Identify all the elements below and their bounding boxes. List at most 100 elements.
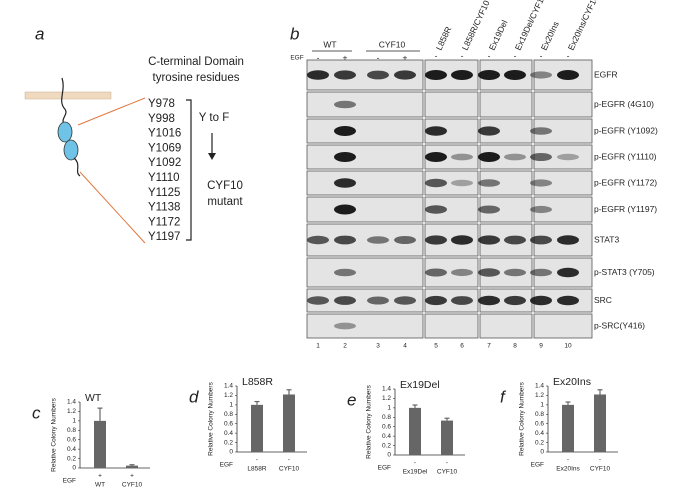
band — [451, 296, 473, 305]
lane-number: 8 — [513, 343, 517, 350]
row-label: SRC — [594, 295, 612, 305]
band — [394, 70, 416, 80]
y-tick-label: 0.6 — [224, 420, 233, 427]
y-tick-label: 1 — [72, 418, 76, 425]
band — [334, 204, 356, 215]
arrow-head — [208, 153, 216, 160]
blot-strip — [306, 170, 424, 196]
band — [530, 153, 552, 161]
heading: tyrosine residues — [153, 72, 240, 84]
band — [425, 235, 447, 245]
blot-strip — [306, 257, 424, 288]
band — [478, 70, 500, 80]
membrane — [24, 91, 112, 100]
blot-strip — [306, 313, 424, 339]
residue: Y1069 — [148, 142, 181, 154]
band — [530, 71, 552, 79]
residue: Y1125 — [148, 187, 180, 199]
band — [478, 205, 500, 214]
y-tick-label: 1.2 — [224, 392, 233, 399]
band — [530, 205, 552, 214]
y-tick-label: 0.4 — [382, 433, 391, 440]
blot-strip — [306, 196, 424, 223]
y-tick-label: 0.8 — [67, 427, 76, 434]
mutant-label: CYF10 — [207, 180, 243, 192]
y-tick-label: 0.4 — [535, 430, 544, 437]
sign: - — [256, 457, 258, 464]
y-tick-label: 0.8 — [224, 411, 233, 418]
blot-strip — [306, 118, 424, 144]
band — [504, 235, 526, 245]
panel-label: c — [32, 403, 41, 422]
bar — [251, 404, 263, 452]
band — [557, 153, 579, 161]
chart-title: Ex19Del — [400, 379, 440, 391]
band — [451, 235, 473, 245]
band — [451, 153, 473, 161]
lane-number: 1 — [316, 343, 320, 350]
band — [425, 70, 447, 80]
bar — [594, 394, 606, 452]
x-tick-label: CYF10 — [437, 469, 458, 476]
c-tail — [73, 157, 81, 177]
sign: + — [130, 473, 134, 480]
band — [394, 236, 416, 244]
chart-title: WT — [85, 392, 102, 404]
row-label: p-EGFR (Y1197) — [594, 204, 657, 214]
band — [334, 235, 356, 245]
y-tick-label: 1 — [387, 405, 391, 412]
band — [334, 152, 356, 162]
band — [425, 295, 447, 306]
chart-title: Ex20Ins — [553, 376, 591, 388]
y-tick-label: 0.6 — [535, 420, 544, 427]
chart-title: L858R — [242, 376, 273, 388]
panel-label: f — [500, 387, 507, 406]
band — [367, 70, 389, 80]
treatment-label: EGF — [220, 462, 233, 469]
row-label: p-STAT3 (Y705) — [594, 267, 655, 277]
band — [478, 152, 500, 162]
lane-number: 2 — [343, 343, 347, 350]
y-tick-label: 1.4 — [224, 383, 233, 390]
row-label: STAT3 — [594, 234, 619, 244]
y-tick-label: 1 — [229, 402, 233, 409]
y-tick-label: 1.2 — [67, 408, 76, 415]
sign: - — [288, 457, 290, 464]
lane-number: 4 — [403, 343, 407, 350]
band — [394, 296, 416, 305]
sign: + — [98, 473, 102, 480]
row-label: EGFR — [594, 69, 618, 79]
y-tick-label: 1.4 — [382, 386, 391, 393]
band — [478, 268, 500, 277]
treatment-label: EGF — [63, 478, 76, 485]
y-tick-label: 0.4 — [67, 446, 76, 453]
band — [557, 70, 579, 80]
kinase-domain — [63, 139, 79, 161]
heading: C-terminal Domain — [148, 56, 244, 68]
y-tick-label: 1 — [540, 402, 544, 409]
bar — [126, 465, 138, 468]
band — [557, 295, 579, 306]
panel-label: d — [189, 387, 199, 406]
lane-number: 3 — [376, 343, 380, 350]
band — [334, 296, 356, 305]
x-tick-label: CYF10 — [279, 466, 300, 473]
band — [478, 235, 500, 245]
residue: Y1110 — [148, 172, 180, 184]
row-label: p-EGFR (Y1172) — [594, 177, 657, 187]
bar — [441, 420, 453, 455]
blot-strip — [533, 91, 593, 118]
lane-number: 7 — [487, 343, 491, 350]
y-tick-label: 0.6 — [382, 423, 391, 430]
band — [504, 295, 526, 306]
blot-strip — [479, 118, 533, 144]
x-tick-label: CYF10 — [590, 466, 611, 473]
sign: - — [514, 50, 517, 60]
arrow-label: Y to F — [199, 112, 229, 124]
band — [478, 295, 500, 306]
residue: Y1197 — [148, 231, 180, 243]
lane-number: 6 — [460, 343, 464, 350]
row-label: p-EGFR (Y1092) — [594, 125, 658, 135]
row-label: p-SRC(Y416) — [594, 320, 645, 330]
